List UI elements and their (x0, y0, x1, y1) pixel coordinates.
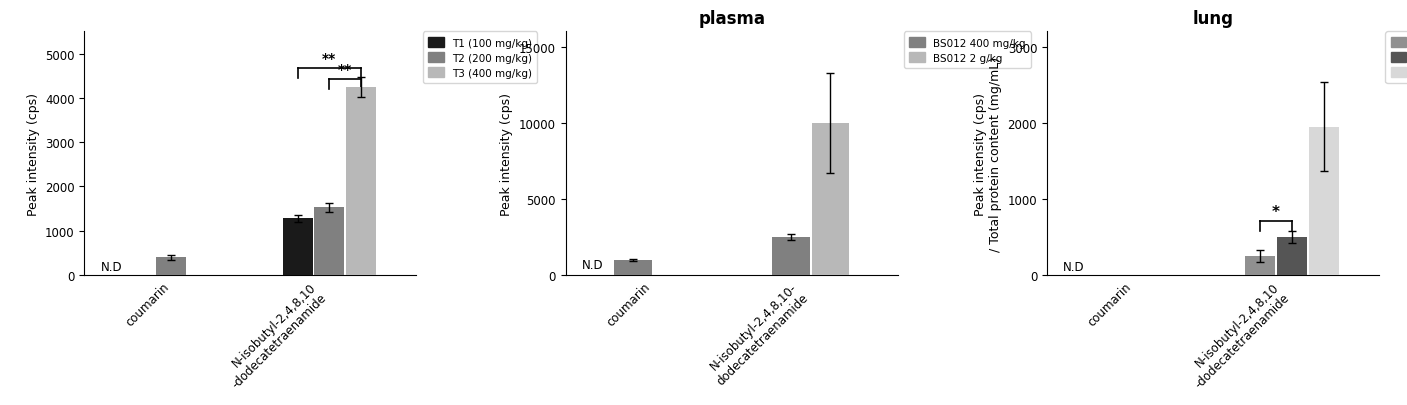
Bar (1278, 237, 1307, 275)
Bar (346, 87, 376, 275)
Title: plasma: plasma (698, 10, 765, 28)
Legend: BS012 400 mg/kg, BS012 2 g/kg: BS012 400 mg/kg, BS012 2 g/kg (905, 32, 1031, 68)
Text: **: ** (338, 63, 352, 77)
Y-axis label: Peak intensity (cps)
/ Total protein content (mg/mL): Peak intensity (cps) / Total protein con… (974, 57, 1002, 251)
Y-axis label: Peak intensity (cps): Peak intensity (cps) (27, 93, 39, 215)
Bar (283, 219, 312, 275)
Legend: BS012 200 mg/kg, BS012 400 mg/kg, BS012 2g/kg: BS012 200 mg/kg, BS012 400 mg/kg, BS012 … (1386, 32, 1407, 83)
Legend: T1 (100 mg/kg), T2 (200 mg/kg), T3 (400 mg/kg): T1 (100 mg/kg), T2 (200 mg/kg), T3 (400 … (424, 32, 537, 83)
Text: N.D: N.D (1064, 260, 1085, 273)
Bar (314, 208, 345, 275)
Text: *: * (1272, 204, 1280, 219)
Text: **: ** (322, 52, 336, 66)
Text: N.D: N.D (581, 258, 604, 272)
Bar (1309, 127, 1338, 275)
Bar (613, 260, 651, 275)
Bar (772, 237, 809, 275)
Y-axis label: Peak intensity (cps): Peak intensity (cps) (501, 93, 514, 215)
Bar (812, 124, 850, 275)
Text: N.D: N.D (100, 260, 122, 273)
Title: lung: lung (1192, 10, 1234, 28)
Bar (1245, 256, 1275, 275)
Bar (156, 258, 186, 275)
